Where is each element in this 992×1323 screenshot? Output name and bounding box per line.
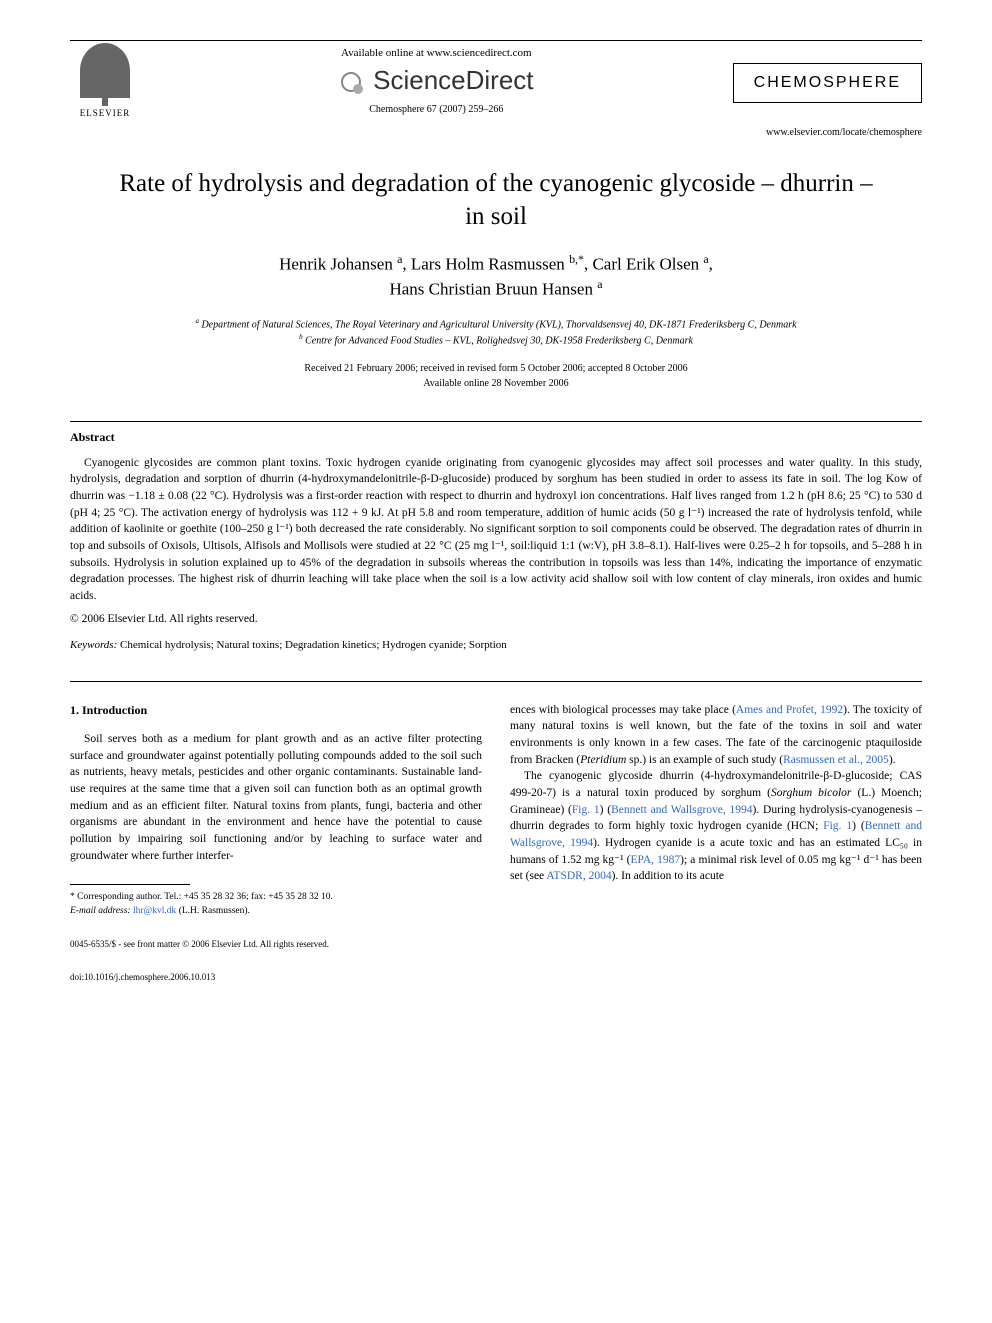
- email-label: E-mail address:: [70, 906, 131, 916]
- abstract-top-rule: [70, 421, 922, 422]
- sciencedirect-brand: ScienceDirect: [140, 65, 733, 100]
- affiliation-b: b Centre for Advanced Food Studies – KVL…: [70, 332, 922, 348]
- t7: ) (: [600, 804, 611, 816]
- online-date: Available online 28 November 2006: [70, 376, 922, 391]
- available-online-text: Available online at www.sciencedirect.co…: [140, 47, 733, 59]
- elsevier-logo: ELSEVIER: [70, 43, 140, 123]
- abstract-text: Cyanogenic glycosides are common plant t…: [70, 455, 922, 605]
- sciencedirect-text: ScienceDirect: [373, 65, 533, 95]
- t12: ). In addition to its acute: [612, 870, 724, 882]
- intro-heading: 1. Introduction: [70, 702, 482, 719]
- t3: sp.) is an example of such study (: [626, 754, 783, 766]
- journal-url: www.elsevier.com/locate/chemosphere: [70, 127, 922, 138]
- corresponding-author-footnote: * Corresponding author. Tel.: +45 35 28 …: [70, 891, 482, 918]
- intro-para-1-cont: ences with biological processes may take…: [510, 702, 922, 769]
- affiliations: a Department of Natural Sciences, The Ro…: [70, 316, 922, 349]
- keywords: Keywords: Chemical hydrolysis; Natural t…: [70, 639, 922, 651]
- ref-rasmussen-2005[interactable]: Rasmussen et al., 2005: [783, 754, 889, 766]
- ref-ames-1992[interactable]: Ames and Profet, 1992: [736, 704, 843, 716]
- authors: Henrik Johansen a, Lars Holm Rasmussen b…: [70, 251, 922, 302]
- ref-epa-1987[interactable]: EPA, 1987: [631, 854, 681, 866]
- two-column-body: 1. Introduction Soil serves both as a me…: [70, 702, 922, 984]
- ref-bennett-1994-a[interactable]: Bennett and Wallsgrove, 1994: [611, 804, 752, 816]
- taxon-pteridium: Pteridium: [580, 754, 626, 766]
- elsevier-tree-icon: [80, 43, 130, 98]
- center-header: Available online at www.sciencedirect.co…: [140, 47, 733, 119]
- article-title: Rate of hydrolysis and degradation of th…: [110, 168, 882, 233]
- t4: ).: [889, 754, 896, 766]
- footnote-separator: [70, 884, 190, 885]
- received-date: Received 21 February 2006; received in r…: [70, 361, 922, 376]
- footer-copyright: 0045-6535/$ - see front matter © 2006 El…: [70, 938, 482, 951]
- journal-name-box: CHEMOSPHERE: [733, 63, 922, 103]
- taxon-sorghum: Sorghum bicolor: [771, 787, 851, 799]
- email-line: E-mail address: lhr@kvl.dk (L.H. Rasmuss…: [70, 905, 482, 918]
- ref-fig1-a[interactable]: Fig. 1: [572, 804, 600, 816]
- abstract-bottom-rule: [70, 681, 922, 682]
- article-dates: Received 21 February 2006; received in r…: [70, 361, 922, 391]
- column-left: 1. Introduction Soil serves both as a me…: [70, 702, 482, 984]
- sciencedirect-icon: [339, 70, 369, 100]
- email-name: (L.H. Rasmussen).: [179, 906, 250, 916]
- t9: ) (: [852, 820, 865, 832]
- corr-author-line: * Corresponding author. Tel.: +45 35 28 …: [70, 891, 482, 904]
- keywords-label: Keywords:: [70, 639, 117, 651]
- elsevier-text: ELSEVIER: [80, 108, 131, 118]
- top-rule: [70, 40, 922, 41]
- affiliation-a-text: Department of Natural Sciences, The Roya…: [201, 319, 796, 330]
- journal-reference: Chemosphere 67 (2007) 259–266: [140, 104, 733, 115]
- intro-para-1: Soil serves both as a medium for plant g…: [70, 731, 482, 864]
- column-right: ences with biological processes may take…: [510, 702, 922, 984]
- affiliation-a: a Department of Natural Sciences, The Ro…: [70, 316, 922, 332]
- affiliation-b-text: Centre for Advanced Food Studies – KVL, …: [305, 336, 693, 347]
- email-link[interactable]: lhr@kvl.dk: [133, 906, 176, 916]
- header-row: ELSEVIER Available online at www.science…: [70, 43, 922, 123]
- ref-atsdr-2004[interactable]: ATSDR, 2004: [546, 870, 611, 882]
- abstract-heading: Abstract: [70, 430, 922, 445]
- intro-para-2: The cyanogenic glycoside dhurrin (4-hydr…: [510, 768, 922, 885]
- abstract-copyright: © 2006 Elsevier Ltd. All rights reserved…: [70, 613, 922, 625]
- ref-fig1-b[interactable]: Fig. 1: [823, 820, 852, 832]
- t1: ences with biological processes may take…: [510, 704, 736, 716]
- footer-doi: doi:10.1016/j.chemosphere.2006.10.013: [70, 971, 482, 984]
- keywords-text: Chemical hydrolysis; Natural toxins; Deg…: [120, 639, 507, 651]
